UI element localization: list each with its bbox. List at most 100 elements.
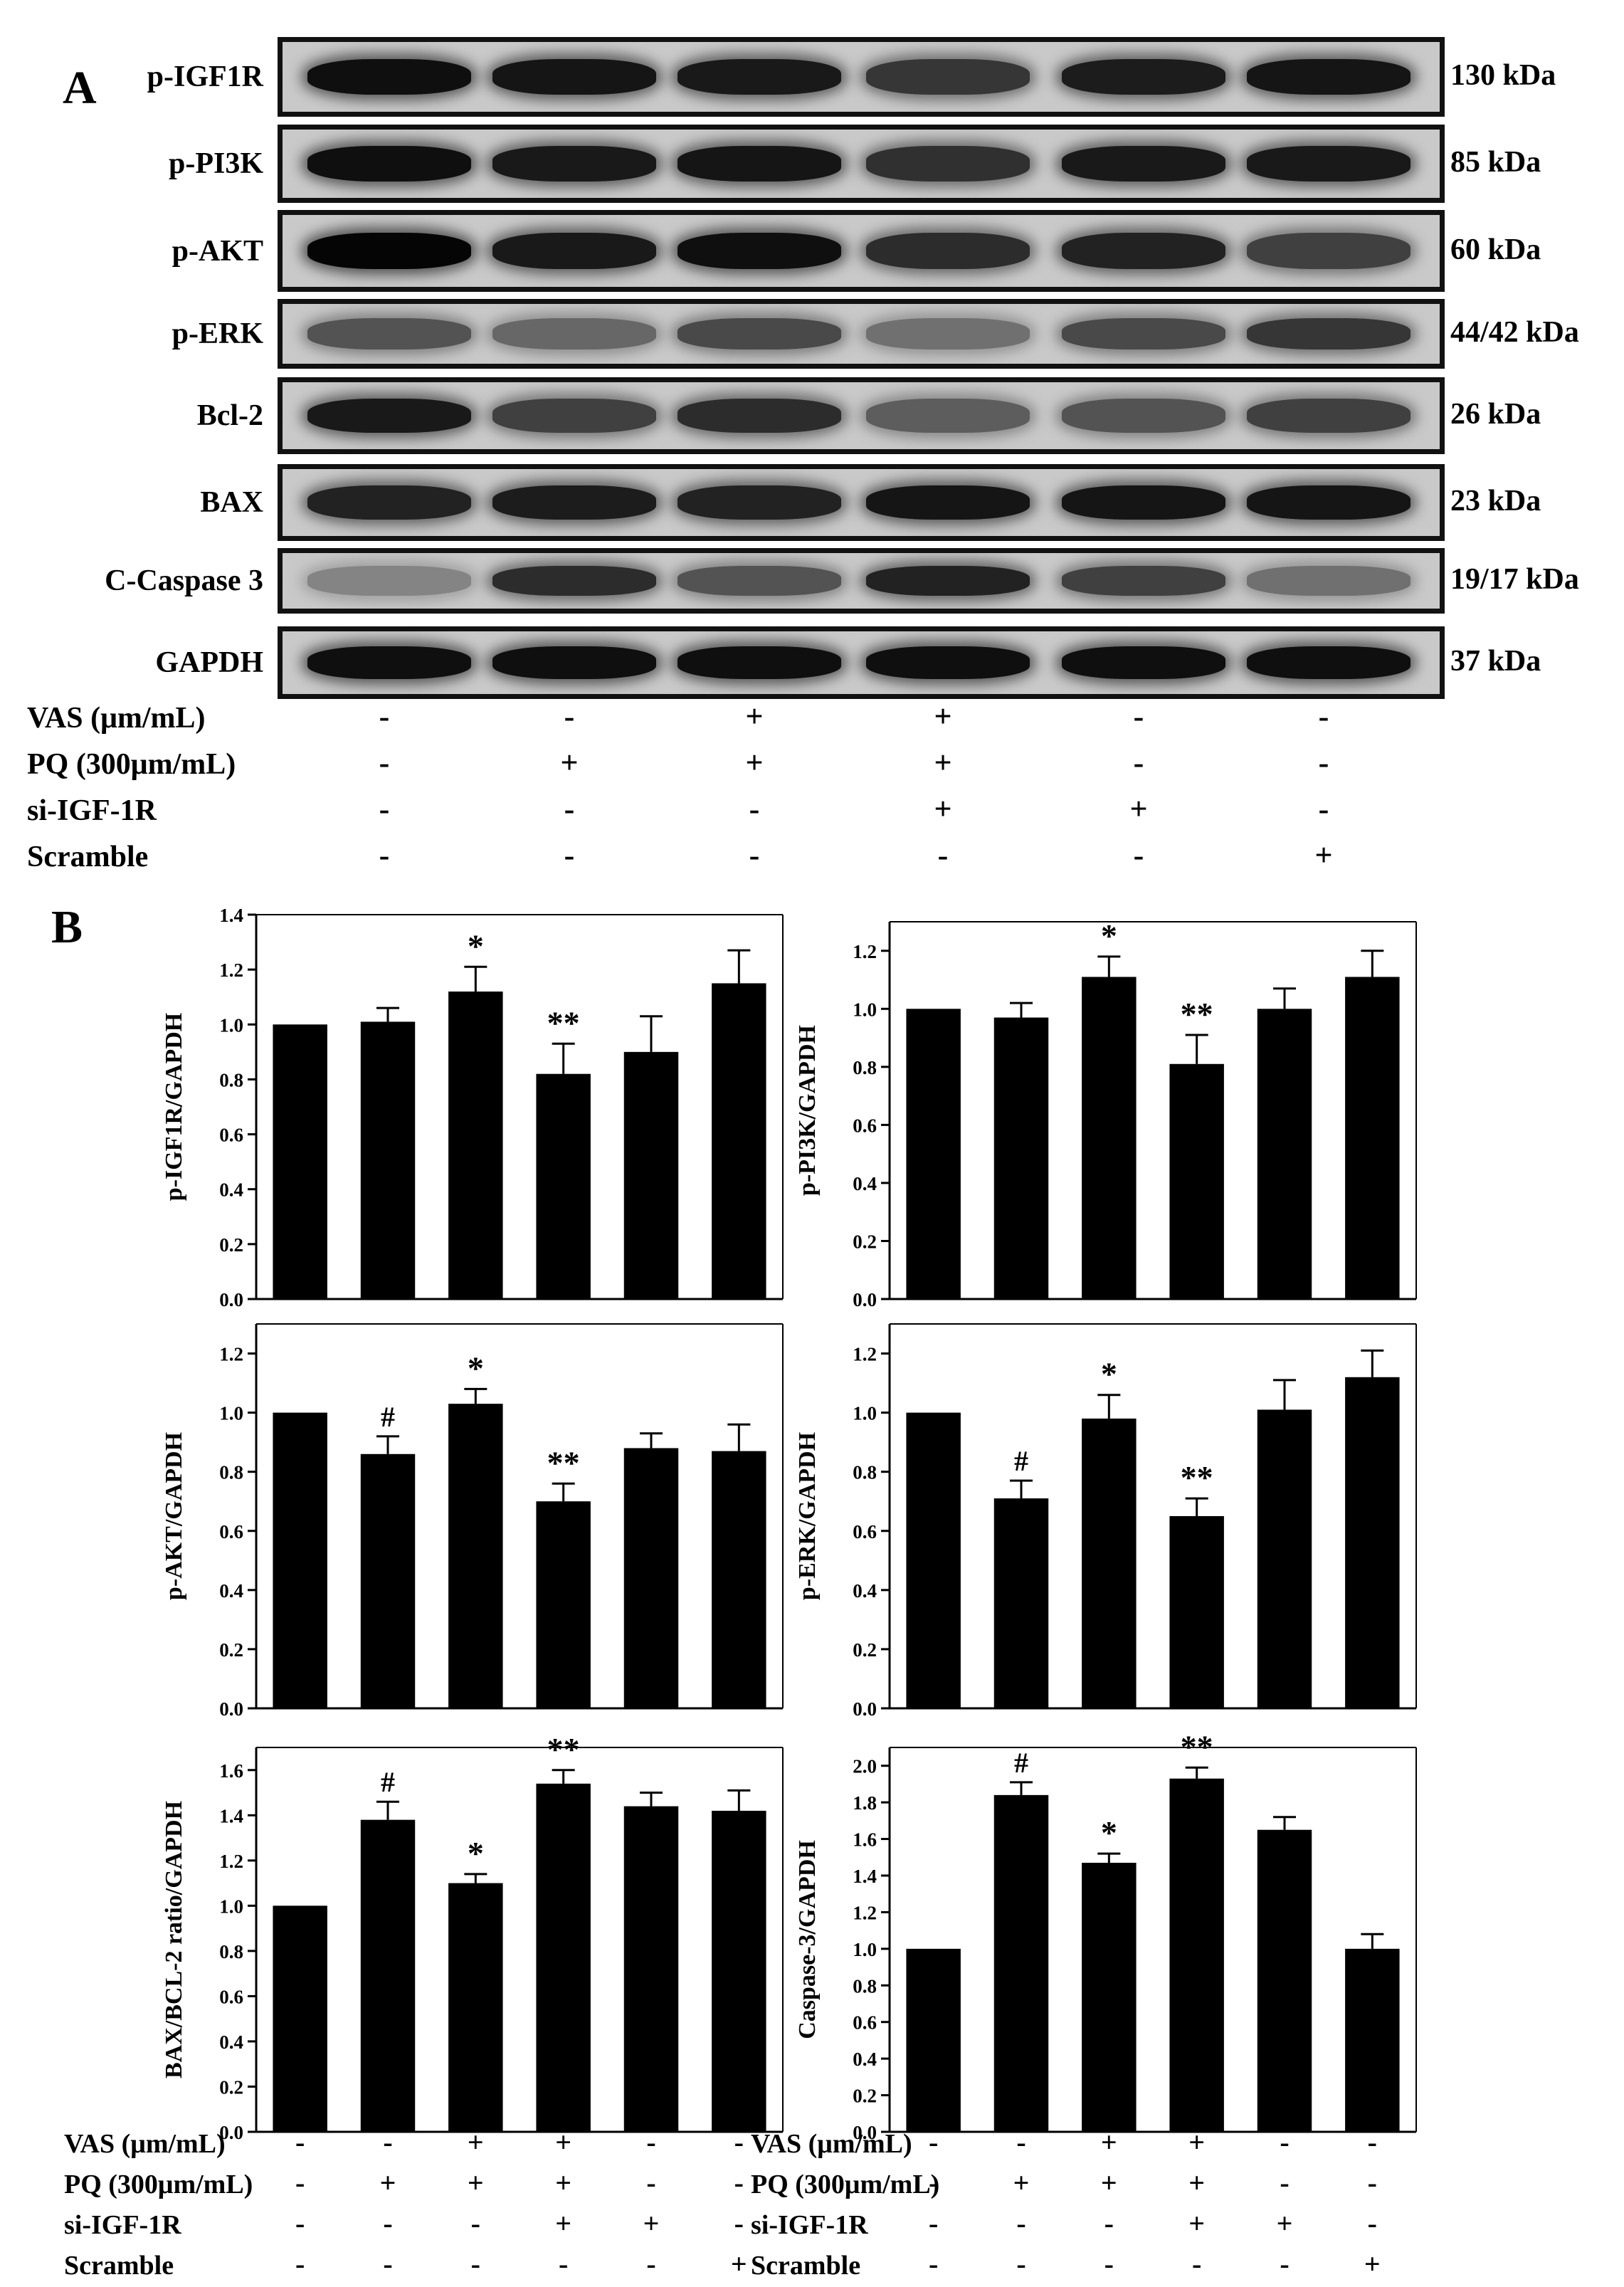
condition-sign: -	[646, 2248, 656, 2280]
y-tick-label: 0.4	[219, 2031, 243, 2053]
y-axis-label: p-AKT/GAPDH	[161, 1432, 187, 1600]
condition-sign: -	[1016, 2126, 1026, 2158]
bar	[1345, 977, 1400, 1299]
band	[1062, 398, 1225, 433]
bar	[1257, 1829, 1312, 2132]
y-tick-label: 1.2	[853, 941, 877, 962]
condition-sign: -	[564, 838, 575, 873]
blot-label: GAPDH	[155, 646, 263, 679]
y-tick-label: 1.4	[219, 905, 243, 926]
bar	[1082, 1863, 1137, 2132]
bar	[993, 1794, 1049, 2132]
band	[1247, 58, 1411, 95]
y-tick-label: 0.0	[219, 1698, 243, 1720]
condition-sign: -	[564, 792, 575, 826]
condition-sign: -	[379, 745, 390, 780]
y-tick-label: 1.0	[219, 1014, 243, 1036]
band	[1247, 398, 1411, 433]
condition-sign: +	[1129, 792, 1148, 826]
band	[1062, 566, 1225, 596]
condition-sign: -	[1133, 699, 1144, 734]
blot-strip	[278, 548, 1445, 614]
y-tick-label: 0.0	[853, 2122, 877, 2143]
condition-label: Scramble	[64, 2251, 174, 2281]
condition-sign: -	[1367, 2207, 1377, 2239]
y-axis-label: BAX/BCL-2 ratio/GAPDH	[161, 1801, 187, 2078]
band	[492, 317, 656, 350]
significance-mark: *	[468, 1350, 484, 1386]
bar	[993, 1498, 1049, 1708]
condition-sign: +	[1276, 2207, 1293, 2239]
kda-label: 19/17 kDa	[1450, 563, 1579, 596]
condition-sign: -	[928, 2126, 939, 2158]
condition-sign: -	[1191, 2248, 1202, 2280]
y-tick-label: 1.2	[219, 1344, 243, 1365]
bar	[1345, 1948, 1400, 2132]
blot-strip	[278, 626, 1445, 699]
condition-sign: -	[928, 2207, 939, 2239]
bar	[1082, 1418, 1137, 1708]
band	[866, 146, 1030, 182]
condition-sign: -	[928, 2167, 939, 2199]
condition-sign: -	[558, 2248, 569, 2280]
bar-chart: 0.00.20.40.60.81.01.2p-AKT/GAPDH#***	[161, 1323, 784, 1720]
condition-sign: -	[295, 2126, 305, 2158]
significance-mark: **	[1181, 1459, 1213, 1495]
y-tick-label: 0.6	[853, 1521, 877, 1542]
bar-chart: 0.0 0.2 0.4 0.6 0.8 1.0 1.2 1.4 1.6 1.8 2.0 Caspase…	[794, 1728, 1417, 2143]
y-axis-label: p-IGF1R/GAPDH	[161, 1013, 187, 1201]
condition-sign: -	[470, 2248, 480, 2280]
condition-sign: +	[467, 2126, 484, 2158]
band	[307, 646, 471, 679]
condition-sign: -	[470, 2207, 480, 2239]
y-tick-label: 1.4	[853, 1866, 877, 1887]
significance-mark: **	[1181, 996, 1213, 1032]
y-tick-label: 1.0	[219, 1403, 243, 1424]
condition-sign: +	[555, 2167, 572, 2199]
y-tick-label: 0.4	[219, 1580, 243, 1602]
y-axis-label: p-ERK/GAPDH	[794, 1432, 821, 1600]
bar	[623, 1051, 679, 1299]
y-tick-label: 1.0	[219, 1896, 243, 1917]
y-tick-label: 0.0	[219, 2122, 243, 2143]
band	[677, 566, 841, 596]
condition-sign: +	[1188, 2126, 1206, 2158]
bar	[536, 1783, 591, 2132]
condition-sign: +	[643, 2207, 660, 2239]
band	[307, 566, 471, 596]
y-tick-label: 0.6	[853, 1115, 877, 1136]
significance-mark: **	[547, 1731, 580, 1767]
panel-letter-b: B	[51, 901, 83, 953]
band	[307, 398, 471, 433]
bar	[993, 1017, 1049, 1299]
band	[1062, 232, 1225, 270]
condition-sign: +	[1100, 2167, 1117, 2199]
band	[677, 317, 841, 350]
condition-sign: -	[1016, 2248, 1026, 2280]
bar	[1169, 1778, 1224, 2132]
condition-sign: -	[937, 838, 949, 873]
condition-sign: +	[934, 699, 952, 734]
condition-sign: +	[560, 745, 579, 780]
condition-sign: -	[1367, 2126, 1377, 2158]
band	[492, 232, 656, 270]
bar	[360, 1021, 416, 1299]
band	[307, 58, 471, 95]
y-tick-label: 2.0	[853, 1756, 877, 1777]
blot-label: p-AKT	[172, 234, 263, 268]
condition-sign: +	[1314, 838, 1333, 873]
y-tick-label: 1.2	[219, 960, 243, 981]
significance-mark: #	[381, 1766, 395, 1798]
significance-mark: *	[1101, 1356, 1117, 1392]
band	[307, 146, 471, 182]
bar	[448, 1883, 503, 2132]
band	[677, 398, 841, 433]
condition-sign: -	[383, 2126, 393, 2158]
condition-sign: +	[555, 2126, 572, 2158]
kda-label: 60 kDa	[1450, 233, 1541, 266]
blot-label: BAX	[200, 486, 263, 519]
band	[1247, 146, 1411, 182]
condition-sign: -	[383, 2207, 393, 2239]
condition-sign: +	[1188, 2207, 1206, 2239]
condition-sign: -	[749, 838, 760, 873]
